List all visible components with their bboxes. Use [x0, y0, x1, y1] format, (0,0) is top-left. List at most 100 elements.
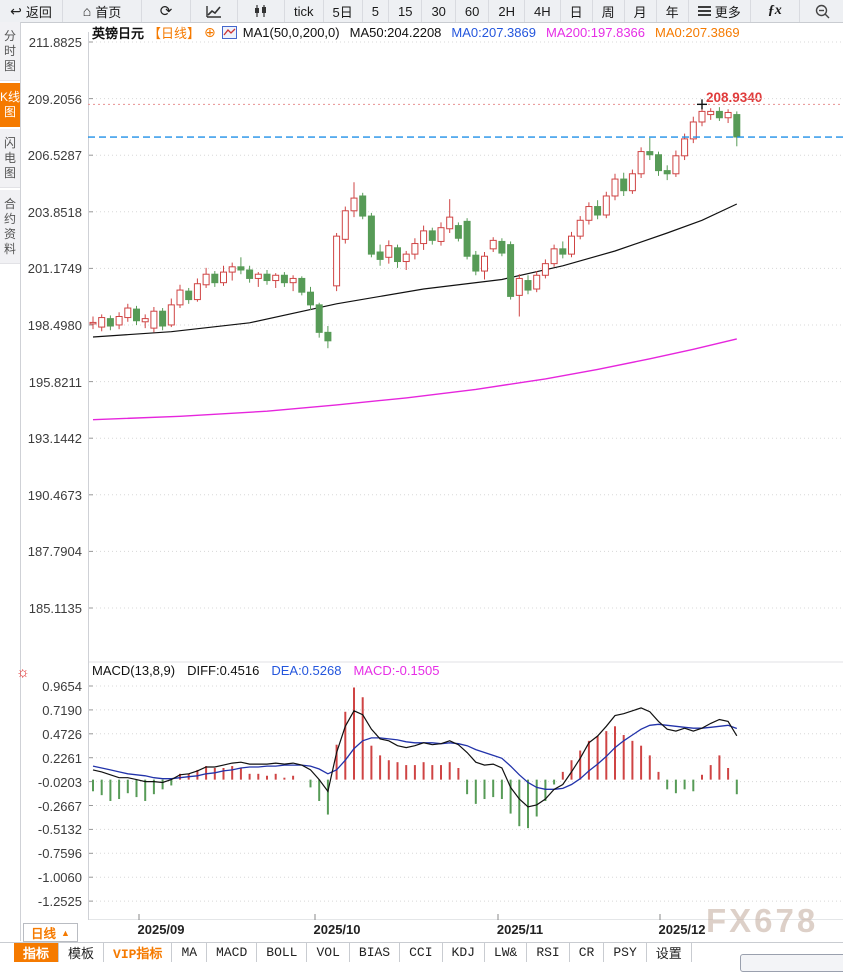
period-tag: 【日线】 [148, 25, 201, 41]
footer-tab-RSI[interactable]: RSI [527, 943, 570, 962]
tick-period-button[interactable]: tick [285, 0, 324, 22]
back-button[interactable]: ↩ 返回 [0, 0, 63, 22]
zoom-out-icon [816, 4, 830, 18]
back-label: 返回 [25, 4, 52, 20]
indicator-settings-icon[interactable]: ☼ [16, 664, 30, 681]
axis-tick-label: 209.2056 [27, 91, 82, 107]
chart-canvas[interactable] [88, 32, 843, 920]
axis-tick-label: 206.5287 [27, 148, 82, 164]
sidebar-item-闪电图[interactable]: 闪电图 [0, 129, 20, 188]
ma0-orange-value-label: MA0:207.3869 [655, 24, 740, 40]
add-favorite-icon[interactable]: ⊕ [204, 23, 216, 40]
footer-tab-模板[interactable]: 模板 [59, 943, 105, 962]
fx-icon: ƒx [767, 3, 782, 18]
refresh-button[interactable]: ⟳ [142, 0, 191, 22]
ma50-value-label: MA50:204.2208 [349, 24, 442, 40]
footer-tab-BOLL[interactable]: BOLL [257, 943, 308, 962]
symbol-name: 英镑日元 [92, 25, 145, 41]
footer-tab-指标[interactable]: 指标 [14, 943, 60, 962]
indicator-tab-bar: 指标 模板 VIP指标 MA MACD BOLL VOL BIAS CCI KDJ LW& RSI CR… [0, 942, 843, 962]
sidebar-item-合约资料[interactable]: 合约资料 [0, 190, 20, 264]
toolbar-period-4H[interactable]: 4H [525, 0, 561, 22]
hamburger-icon [697, 6, 711, 16]
ma-settings-label: MA1(50,0,200,0) [242, 24, 340, 40]
axis-tick-label: -0.5132 [37, 822, 82, 838]
axis-tick-label: 201.1749 [27, 261, 82, 277]
period-selector-button[interactable]: 日线 ▲ [23, 923, 78, 942]
macd-settings-label: MACD(13,8,9) [92, 663, 176, 678]
footer-tab-MACD[interactable]: MACD [207, 943, 258, 962]
footer-tab-设置[interactable]: 设置 [647, 943, 692, 962]
watermark: FX678 [706, 902, 819, 939]
home-button[interactable]: ⌂ 首页 [63, 0, 142, 22]
axis-tick-label: 0.9654 [42, 679, 82, 694]
axis-tick-label: -0.0203 [37, 774, 82, 790]
axis-tick-label: 198.4980 [27, 317, 82, 333]
tick-label: tick [294, 3, 314, 19]
axis-tick-label: 203.8518 [27, 204, 82, 220]
mini-map-slider[interactable] [740, 954, 843, 972]
axis-tick-label: 185.1135 [28, 600, 82, 616]
axis-tick-label: 190.4673 [27, 487, 82, 503]
axis-tick-label: 187.7904 [27, 544, 82, 560]
formula-button[interactable]: ƒx [751, 0, 800, 22]
toolbar-period-月[interactable]: 月 [625, 0, 657, 22]
axis-tick-label: 0.7190 [42, 702, 82, 718]
time-axis-label: 2025/09 [137, 922, 185, 937]
toolbar-period-60[interactable]: 60 [456, 0, 490, 22]
time-axis-label: 2025/10 [313, 922, 361, 937]
diff-value-label: DIFF:0.4516 [187, 663, 260, 678]
toolbar-period-日[interactable]: 日 [561, 0, 593, 22]
home-icon: ⌂ [82, 3, 92, 19]
footer-tab-KDJ[interactable]: KDJ [443, 943, 485, 962]
axis-tick-label: 211.8825 [28, 35, 82, 50]
ma0-blue-value-label: MA0:207.3869 [451, 24, 536, 40]
axis-tick-label: -0.2667 [37, 798, 82, 814]
refresh-icon: ⟳ [159, 2, 173, 20]
footer-tab-CR[interactable]: CR [570, 943, 605, 962]
ma200-value-label: MA200:197.8366 [545, 24, 646, 40]
footer-tab-BIAS[interactable]: BIAS [350, 943, 401, 962]
chart-header: 英镑日元 【日线】 ⊕ MA1(50,0,200,0) MA50:204.220… [92, 23, 740, 41]
indicator-mini-icon[interactable] [221, 25, 237, 39]
sidebar-item-K线图[interactable]: K线图 [0, 83, 20, 127]
toolbar-period-周[interactable]: 周 [593, 0, 625, 22]
left-sidebar: 分时图 K线图 闪电图 合约资料 [0, 22, 21, 941]
footer-tab-MA[interactable]: MA [172, 943, 208, 962]
more-button[interactable]: 更多 [689, 0, 751, 22]
toolbar-period-2H[interactable]: 2H [489, 0, 525, 22]
period-selector-label: 日线 [31, 927, 57, 941]
footer-tab-CCI[interactable]: CCI [400, 943, 443, 962]
time-axis-label: 2025/12 [658, 922, 706, 937]
footer-tab-VIP指标[interactable]: VIP指标 [104, 943, 173, 962]
back-arrow-icon: ↩ [10, 3, 22, 19]
macd-value-label: MACD:-0.1505 [353, 663, 440, 678]
candle-chart-icon [255, 5, 266, 17]
home-label: 首页 [95, 4, 122, 20]
axis-tick-label: -1.2525 [37, 894, 82, 910]
toolbar-period-30[interactable]: 30 [422, 0, 456, 22]
macd-header: MACD(13,8,9) DIFF:0.4516 DEA:0.5268 MACD… [92, 663, 439, 678]
time-axis-label: 2025/11 [496, 922, 544, 937]
axis-tick-label: 195.8211 [28, 374, 82, 390]
sidebar-item-分时图[interactable]: 分时图 [0, 22, 20, 81]
high-price-label: 208.9340 [706, 90, 763, 105]
footer-tab-LW&[interactable]: LW& [485, 943, 528, 962]
toolbar-period-15[interactable]: 15 [389, 0, 423, 22]
more-label: 更多 [714, 4, 741, 20]
axis-tick-label: -1.0060 [37, 870, 82, 886]
toolbar-period-5[interactable]: 5 [363, 0, 389, 22]
zoom-out-button[interactable] [800, 0, 843, 22]
top-toolbar: ↩ 返回 ⌂ 首页 ⟳ tick 5日 5 15 30 60 2H 4H 日周月年 更多 ƒx [0, 0, 843, 23]
axis-tick-label: -0.7596 [37, 846, 82, 862]
line-chart-button[interactable] [191, 0, 238, 22]
dea-value-label: DEA:0.5268 [271, 663, 342, 678]
toolbar-period-5日[interactable]: 5日 [324, 0, 363, 22]
footer-tab-VOL[interactable]: VOL [307, 943, 350, 962]
axis-tick-label: 0.4726 [42, 726, 82, 742]
footer-tab-PSY[interactable]: PSY [604, 943, 647, 962]
axis-tick-label: 193.1442 [27, 431, 82, 447]
candle-chart-button[interactable] [238, 0, 285, 22]
triangle-up-icon: ▲ [61, 927, 70, 938]
toolbar-period-年[interactable]: 年 [657, 0, 689, 22]
